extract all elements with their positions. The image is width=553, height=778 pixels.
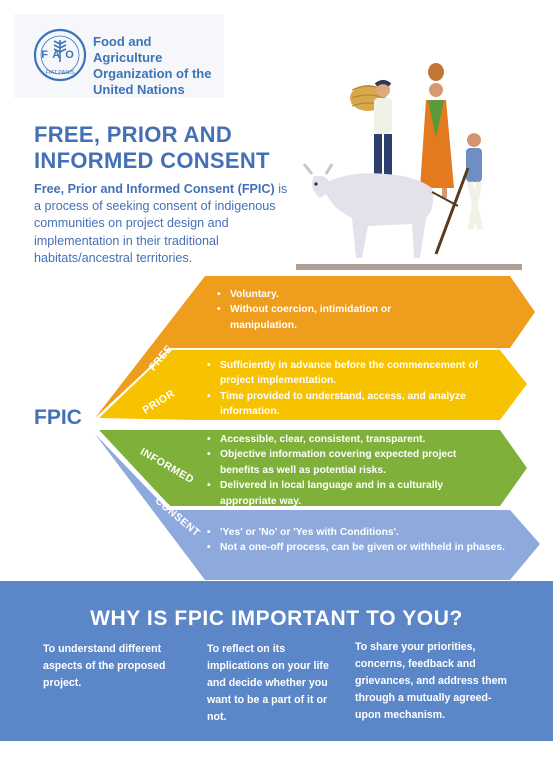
- why-reason-2: To reflect on its implications on your l…: [207, 643, 329, 723]
- intro-paragraph: Free, Prior and Informed Consent (FPIC) …: [34, 181, 296, 267]
- free-points: Voluntary. Without coercion, intimidatio…: [215, 287, 430, 333]
- list-item: Delivered in local language and in a cul…: [205, 478, 480, 509]
- plowing-man-figure: [434, 129, 483, 255]
- prior-points: Sufficiently in advance before the comme…: [205, 358, 495, 420]
- fao-logo-motto: FIAT PANIS: [45, 70, 74, 76]
- why-title: WHY IS FPIC IMPORTANT TO YOU?: [90, 607, 463, 630]
- list-item: Objective information covering expected …: [205, 447, 480, 478]
- page-title: FREE, PRIOR AND INFORMED CONSENT: [34, 122, 270, 173]
- list-item: Not a one-off process, can be given or w…: [205, 540, 505, 556]
- why-fpic-section: WHY IS FPIC IMPORTANT TO YOU? To underst…: [0, 581, 553, 741]
- fpic-label: FPIC: [34, 406, 82, 429]
- consent-points: 'Yes' or 'No' or 'Yes with Conditions'. …: [205, 525, 505, 556]
- why-reason-3: To share your priorities, concerns, feed…: [355, 641, 507, 721]
- informed-points: Accessible, clear, consistent, transpare…: [205, 432, 480, 509]
- list-item: Accessible, clear, consistent, transpare…: [205, 432, 480, 448]
- list-item: 'Yes' or 'No' or 'Yes with Conditions'.: [205, 525, 505, 541]
- list-item: Time provided to understand, access, and…: [205, 389, 495, 420]
- why-reason-1: To understand different aspects of the p…: [43, 643, 166, 689]
- list-item: Sufficiently in advance before the comme…: [205, 358, 495, 389]
- woman-with-pot-figure: [420, 63, 454, 198]
- fao-emblem-icon: FAO FIAT PANIS: [33, 28, 87, 82]
- ox-figure: [302, 163, 459, 258]
- intro-text: is a process of seeking consent of indig…: [34, 182, 288, 265]
- fao-logo-letters: FAO: [41, 49, 79, 61]
- intro-bold-term: Free, Prior and Informed Consent (FPIC): [34, 182, 275, 196]
- farmers-with-ox-illustration: [296, 63, 522, 270]
- man-with-hay-figure: [350, 80, 392, 186]
- fao-logo-block: FAO FIAT PANIS Food and Agriculture Orga…: [14, 14, 224, 98]
- organization-name: Food and Agriculture Organization of the…: [93, 34, 212, 97]
- list-item: Voluntary.: [215, 287, 430, 303]
- list-item: Without coercion, intimidation or manipu…: [215, 302, 430, 333]
